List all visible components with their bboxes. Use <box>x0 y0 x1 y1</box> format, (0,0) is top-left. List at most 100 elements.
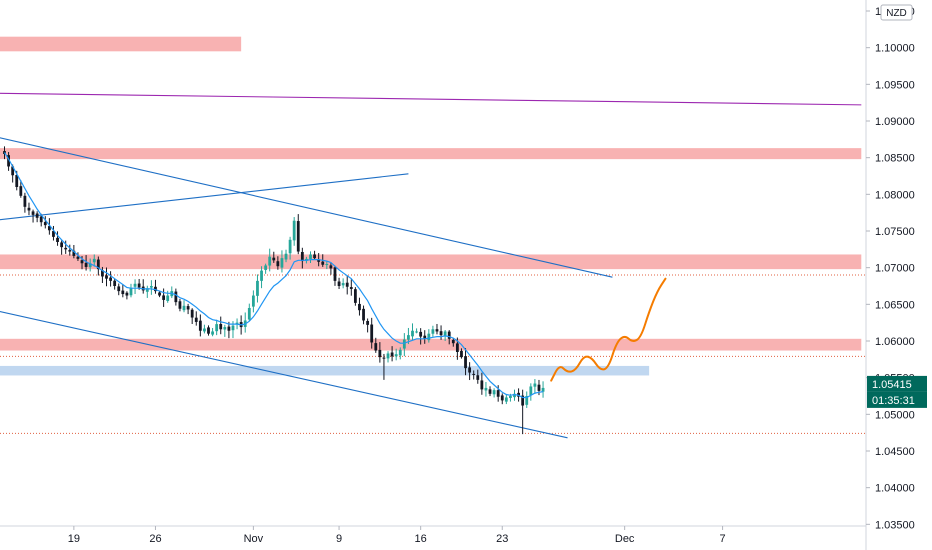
candle[interactable] <box>394 348 398 361</box>
candle[interactable] <box>541 381 545 398</box>
candle[interactable] <box>468 362 472 381</box>
candle[interactable] <box>398 347 402 360</box>
candle[interactable] <box>145 285 149 298</box>
candle[interactable] <box>117 283 121 296</box>
candle[interactable] <box>272 251 276 263</box>
candle[interactable] <box>43 216 47 229</box>
price-axis-panel[interactable] <box>866 0 932 550</box>
candle[interactable] <box>60 240 64 255</box>
candle[interactable] <box>504 395 508 405</box>
candle[interactable] <box>178 298 182 312</box>
candle[interactable] <box>109 271 112 287</box>
candle[interactable] <box>353 287 357 306</box>
candle[interactable] <box>451 337 455 347</box>
candle[interactable] <box>92 254 96 267</box>
candle[interactable] <box>101 266 104 283</box>
candle[interactable] <box>529 383 533 401</box>
candle[interactable] <box>52 225 55 241</box>
candle[interactable] <box>349 279 353 296</box>
candle[interactable] <box>476 369 480 384</box>
candle[interactable] <box>19 180 23 198</box>
candle[interactable] <box>251 290 255 313</box>
candle[interactable] <box>480 372 484 395</box>
candle[interactable] <box>154 279 157 294</box>
candle[interactable] <box>149 280 153 295</box>
candle[interactable] <box>370 317 374 349</box>
candle[interactable] <box>435 323 439 335</box>
candle[interactable] <box>105 267 108 287</box>
candle[interactable] <box>411 323 414 341</box>
candle[interactable] <box>64 240 68 254</box>
candle[interactable] <box>174 288 178 306</box>
candle[interactable] <box>427 329 431 343</box>
candle[interactable] <box>292 217 296 246</box>
candle[interactable] <box>492 388 496 398</box>
candle[interactable] <box>247 303 251 322</box>
candle[interactable] <box>68 244 72 256</box>
candle[interactable] <box>386 351 390 363</box>
currency-label[interactable]: NZD <box>880 4 913 21</box>
candle[interactable] <box>337 277 341 289</box>
candle[interactable] <box>419 328 423 345</box>
candle[interactable] <box>415 328 418 334</box>
candle[interactable] <box>513 389 516 401</box>
candle[interactable] <box>288 236 292 260</box>
candle[interactable] <box>533 379 537 394</box>
candle[interactable] <box>300 247 304 269</box>
candle[interactable] <box>256 274 259 303</box>
candle[interactable] <box>374 337 378 353</box>
candle[interactable] <box>423 330 427 344</box>
candle[interactable] <box>129 283 133 298</box>
candle[interactable] <box>341 278 345 289</box>
candle[interactable] <box>215 319 219 336</box>
candle[interactable] <box>207 325 210 336</box>
candle[interactable] <box>402 333 406 357</box>
candle[interactable] <box>260 266 263 289</box>
candle[interactable] <box>31 209 35 223</box>
candle[interactable] <box>484 381 488 397</box>
candle[interactable] <box>362 305 365 325</box>
candle[interactable] <box>84 255 88 271</box>
candle[interactable] <box>211 327 214 337</box>
candle[interactable] <box>500 393 504 405</box>
candle[interactable] <box>35 211 39 223</box>
candle[interactable] <box>7 152 10 171</box>
candle[interactable] <box>162 288 166 307</box>
candle[interactable] <box>203 324 206 334</box>
candle[interactable] <box>309 251 312 264</box>
candles-layer[interactable] <box>3 146 545 435</box>
candle[interactable] <box>190 308 194 324</box>
candle[interactable] <box>431 325 435 337</box>
candle[interactable] <box>345 275 349 295</box>
candle[interactable] <box>198 314 202 337</box>
candle[interactable] <box>113 279 117 290</box>
candle[interactable] <box>182 300 186 313</box>
candle[interactable] <box>525 391 529 408</box>
candle[interactable] <box>366 318 370 333</box>
candle[interactable] <box>88 258 92 272</box>
candle[interactable] <box>268 248 272 272</box>
candle[interactable] <box>223 324 227 337</box>
candle[interactable] <box>333 265 337 286</box>
candle[interactable] <box>460 348 463 359</box>
candle[interactable] <box>276 256 280 270</box>
candle[interactable] <box>133 279 137 294</box>
candle[interactable] <box>47 218 51 235</box>
candle[interactable] <box>76 252 80 261</box>
candle[interactable] <box>56 231 59 246</box>
candle[interactable] <box>27 202 31 216</box>
candle[interactable] <box>382 353 386 380</box>
candle[interactable] <box>280 250 284 273</box>
candle[interactable] <box>390 346 394 362</box>
candle[interactable] <box>264 263 268 274</box>
candle[interactable] <box>194 311 198 326</box>
candle[interactable] <box>186 303 190 315</box>
candle[interactable] <box>296 214 300 255</box>
candle[interactable] <box>358 297 361 316</box>
candle[interactable] <box>439 325 443 340</box>
candle[interactable] <box>464 348 467 376</box>
candle[interactable] <box>378 342 382 363</box>
candle[interactable] <box>284 249 288 263</box>
candle[interactable] <box>23 192 27 213</box>
